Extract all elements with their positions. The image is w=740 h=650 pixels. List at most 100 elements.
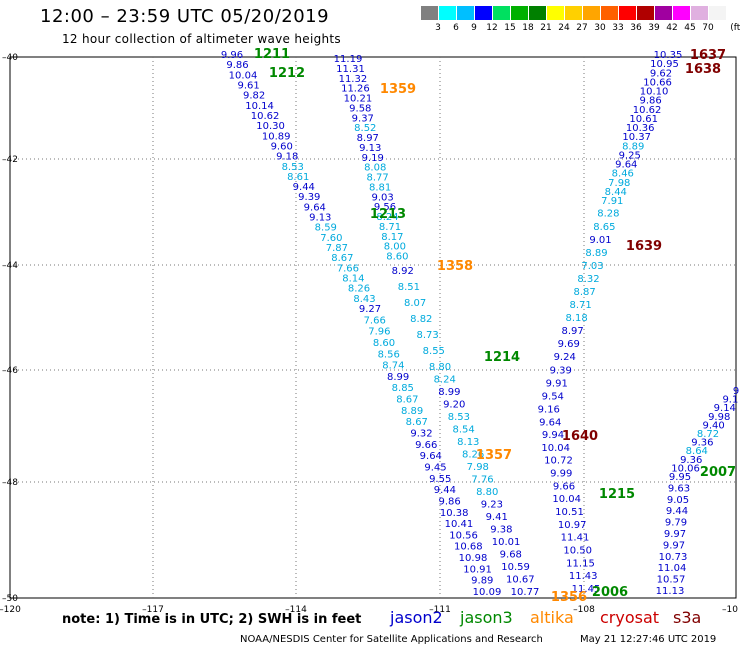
- wave-height-label: 9.63: [668, 483, 690, 494]
- wave-height-label: 9.91: [546, 378, 568, 389]
- colorbar-label: 36: [630, 23, 642, 33]
- wave-height-label: 9.64: [420, 451, 442, 462]
- wave-height-label: 10.97: [558, 520, 587, 531]
- wave-height-label: 9.39: [298, 192, 320, 203]
- colorbar-label: 30: [594, 23, 606, 33]
- colorbar-label: 45: [684, 23, 696, 33]
- colorbar-label: 70: [702, 23, 714, 33]
- wave-height-label: 7.76: [471, 475, 493, 486]
- colorbar-swatch: [438, 6, 456, 20]
- colorbar-swatch: [546, 6, 564, 20]
- credit-line: NOAA/NESDIS Center for Satellite Applica…: [240, 634, 543, 645]
- pass-number-label: 2006: [592, 585, 628, 600]
- pass-number-label: 1357: [476, 448, 512, 463]
- wave-height-label: 8.67: [396, 395, 418, 406]
- wave-height-label: 11.26: [341, 84, 370, 95]
- colorbar-unit: (ft): [730, 23, 740, 33]
- wave-height-label: 9.68: [500, 550, 522, 561]
- wave-height-label: 10.21: [344, 94, 373, 105]
- wave-height-label: 10.98: [459, 553, 488, 564]
- wave-height-label: 9.79: [665, 518, 687, 529]
- colorbar-label: 18: [522, 23, 534, 33]
- wave-height-label: 8.74: [382, 361, 404, 372]
- map-title: 12:00 – 23:59 UTC 05/20/2019: [40, 6, 330, 27]
- wave-height-label: 9.64: [304, 202, 326, 213]
- wave-height-label: 10.67: [506, 575, 535, 586]
- colorbar-swatch: [456, 6, 474, 20]
- wave-height-label: 10.95: [650, 59, 679, 70]
- colorbar-swatch: [708, 6, 726, 20]
- wave-height-label: 10.51: [555, 507, 584, 518]
- latitude-tick-label: –42: [2, 155, 18, 165]
- pass-number-label: 1214: [484, 350, 520, 365]
- wave-height-label: 11.32: [339, 74, 368, 85]
- wave-height-label: 8.80: [429, 362, 451, 373]
- wave-height-label: 8.67: [331, 253, 353, 264]
- wave-height-label: 8.00: [384, 242, 406, 253]
- longitude-tick-label: –10: [722, 605, 738, 615]
- wave-height-label: 9.13: [309, 213, 331, 224]
- wave-height-label: 9.86: [226, 60, 248, 71]
- wave-height-label: 8.77: [366, 173, 388, 184]
- colorbar-label: 42: [666, 23, 678, 33]
- wave-height-label: 8.92: [392, 266, 414, 277]
- pass-number-label: 1638: [685, 62, 721, 77]
- latitude-tick-label: –46: [2, 366, 18, 376]
- wave-height-label: 8.97: [357, 133, 379, 144]
- wave-height-label: 8.53: [282, 162, 304, 173]
- wave-height-label: 10.72: [544, 456, 573, 467]
- colorbar-label: 15: [504, 23, 516, 33]
- wave-height-label: 8.89: [622, 141, 644, 152]
- wave-height-label: 9.14: [714, 403, 736, 414]
- wave-height-label: 8.18: [565, 313, 587, 324]
- wave-height-label: 9.44: [666, 506, 688, 517]
- wave-height-label: 9.64: [539, 417, 561, 428]
- colorbar-label: 6: [453, 23, 459, 33]
- wave-height-label: 9.55: [429, 474, 451, 485]
- wave-height-label: 8.26: [348, 284, 370, 295]
- wave-height-label: 10.04: [552, 494, 581, 505]
- wave-height-label: 8.71: [379, 222, 401, 233]
- colorbar-label: 24: [558, 23, 570, 33]
- wave-height-label: 8.56: [378, 349, 400, 360]
- wave-height-label: 8.53: [448, 412, 470, 423]
- wave-height-label: 9.86: [639, 96, 661, 107]
- wave-height-label: 8.52: [354, 123, 376, 134]
- wave-height-label: 9.39: [550, 365, 572, 376]
- wave-height-label: 8.99: [387, 372, 409, 383]
- wave-height-label: 8.44: [605, 187, 627, 198]
- wave-height-label: 10.04: [541, 443, 570, 454]
- wave-height-label: 9.64: [615, 160, 637, 171]
- wave-height-label: 8.32: [577, 274, 599, 285]
- wave-height-label: 9.13: [359, 143, 381, 154]
- wave-height-label: 9.69: [558, 339, 580, 350]
- wave-height-label: 9.99: [550, 469, 572, 480]
- colorbar-swatch: [582, 6, 600, 20]
- pass-number-label: 1639: [626, 239, 662, 254]
- wave-height-label: 9.94: [542, 430, 564, 441]
- wave-height-label: 7.91: [601, 196, 623, 207]
- wave-height-label: 10.35: [654, 50, 683, 61]
- footer-note: note: 1) Time is in UTC; 2) SWH is in fe…: [62, 612, 362, 627]
- wave-height-label: 10.36: [626, 123, 655, 134]
- wave-height-label: 10.06: [671, 463, 700, 474]
- legend-item-cryosat: cryosat: [600, 608, 660, 627]
- wave-height-label: 10.73: [659, 552, 688, 563]
- wave-height-label: 10.91: [463, 564, 492, 575]
- wave-height-label: 8.07: [404, 298, 426, 309]
- wave-height-label: 8.99: [438, 387, 460, 398]
- colorbar-swatch: [474, 6, 492, 20]
- wave-height-label: 9.97: [664, 529, 686, 540]
- colorbar-swatch: [690, 6, 708, 20]
- colorbar-label: 27: [576, 23, 588, 33]
- wave-height-label: 8.46: [612, 169, 634, 180]
- wave-height-label: 10.04: [229, 70, 258, 81]
- wave-height-label: 9.66: [553, 481, 575, 492]
- wave-height-label: 10.61: [629, 114, 658, 125]
- pass-number-label: 1211: [254, 47, 290, 62]
- wave-height-label: 9.54: [542, 391, 564, 402]
- wave-height-label: 7.98: [608, 178, 630, 189]
- wave-height-label: 11.13: [656, 586, 685, 597]
- wave-height-label: 8.97: [561, 326, 583, 337]
